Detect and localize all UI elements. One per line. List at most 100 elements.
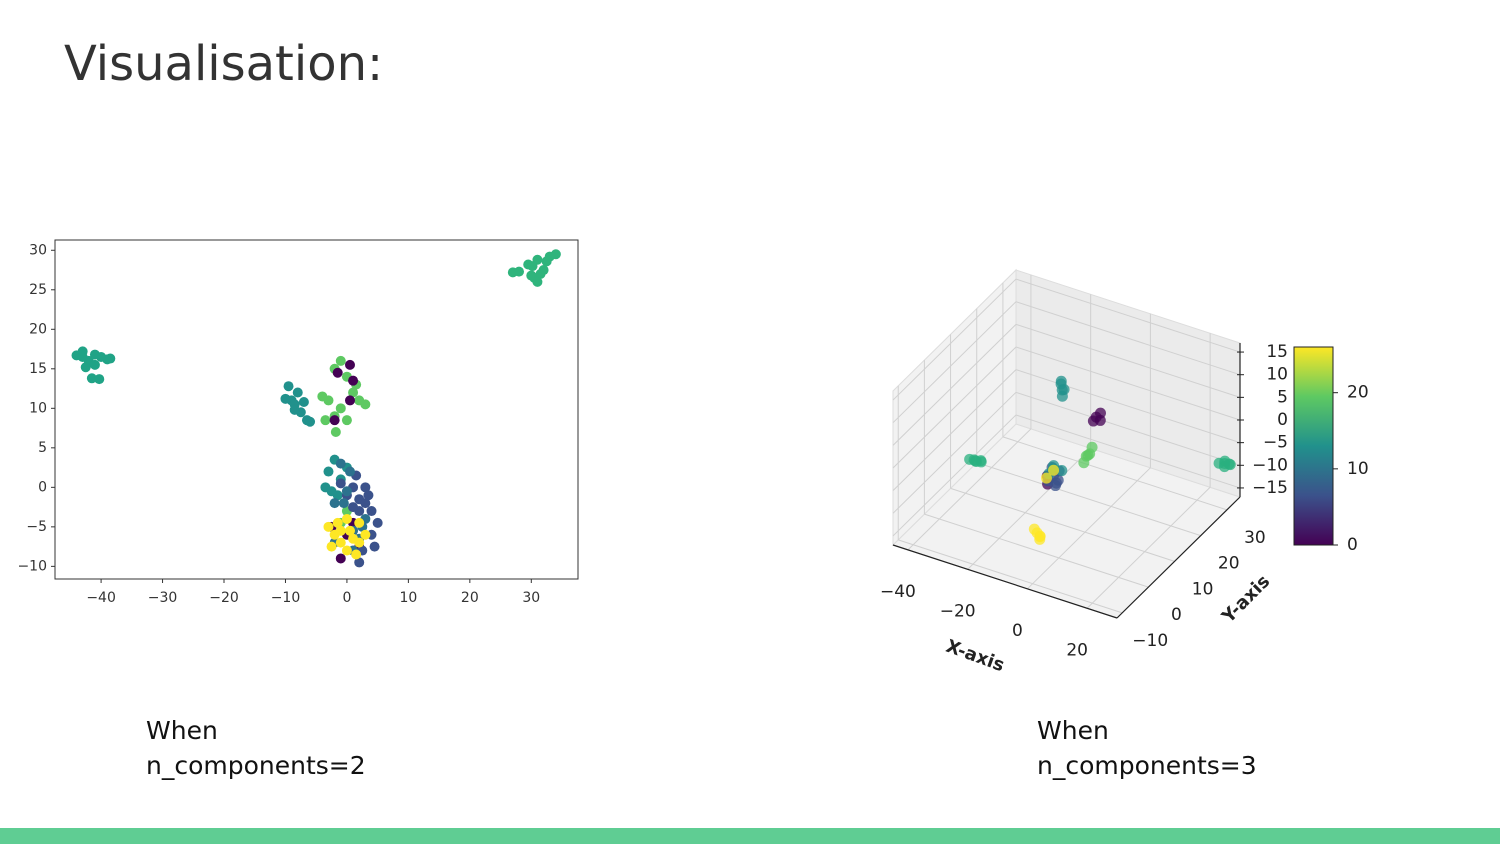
axis-line [892, 544, 1118, 619]
y-tick-label: 30 [29, 242, 47, 258]
x-tick-label: 0 [1012, 621, 1023, 641]
point [344, 359, 355, 370]
point [541, 256, 552, 267]
grid-line [1015, 414, 1241, 489]
point [1094, 414, 1106, 426]
point [1078, 457, 1090, 469]
y-tick-label: 10 [29, 400, 47, 416]
x-axis-label: X-axis [943, 636, 1007, 676]
z-tick-label: 0 [1277, 410, 1288, 430]
point [335, 403, 346, 414]
caption-line: n_components=3 [1037, 751, 1257, 780]
point [535, 268, 546, 279]
point [344, 466, 355, 477]
caption-line: n_components=2 [146, 751, 366, 780]
grid-line [892, 278, 1017, 401]
point [335, 525, 346, 536]
point [1055, 375, 1067, 387]
footer-bar [0, 828, 1500, 844]
slide-title: Visualisation: [64, 36, 384, 92]
point [354, 517, 365, 528]
point [372, 517, 383, 528]
point [326, 541, 337, 552]
colorbar-tick-label: 20 [1347, 383, 1369, 403]
point [526, 270, 537, 281]
point [527, 261, 538, 272]
point [341, 415, 352, 426]
grid-line [1015, 301, 1241, 376]
y-tick-label: 25 [29, 282, 47, 298]
caption: When n_components=3 [1037, 713, 1257, 783]
point [348, 387, 359, 398]
grid-line [924, 513, 1149, 588]
point [1056, 465, 1068, 477]
point [329, 498, 340, 509]
y-tick-label: 10 [1192, 579, 1214, 599]
grid-line [1015, 323, 1241, 398]
point [323, 521, 334, 532]
point [1048, 464, 1060, 476]
point [354, 557, 365, 568]
grid-line [967, 447, 1092, 570]
point [341, 486, 352, 497]
point [80, 362, 91, 373]
y-tick-label: 30 [1244, 528, 1266, 548]
y-axis-label: Y-axis [1217, 571, 1274, 628]
point [335, 553, 346, 564]
z-tick-label: 15 [1266, 342, 1288, 362]
point [298, 396, 309, 407]
point [351, 549, 362, 560]
point [86, 373, 97, 384]
y-tick-label: −10 [17, 558, 47, 574]
grid-line [1002, 436, 1228, 511]
z-tick-label: −10 [1252, 455, 1288, 475]
point [305, 416, 316, 427]
point [550, 249, 561, 260]
point [326, 486, 337, 497]
point [338, 498, 349, 509]
y-tick-label: −10 [1132, 631, 1168, 651]
point [532, 276, 543, 287]
point [332, 517, 343, 528]
z-tick-label: 5 [1277, 387, 1288, 407]
point [348, 375, 359, 386]
x-tick-label: −20 [209, 590, 239, 606]
x-tick-label: −40 [880, 582, 916, 602]
grid-line [892, 323, 1017, 446]
point [360, 529, 371, 540]
grid-line [1015, 391, 1241, 466]
point [289, 404, 300, 415]
point [335, 537, 346, 548]
point [344, 395, 355, 406]
grid-line [1015, 346, 1241, 421]
colorbar-tick-label: 10 [1347, 459, 1369, 479]
grid-line [976, 462, 1201, 537]
point [354, 537, 365, 548]
grid-line [892, 391, 1017, 514]
x-tick-label: 20 [1066, 640, 1088, 660]
point [1086, 441, 1098, 453]
plot-frame [54, 239, 579, 580]
x-tick-label: −30 [148, 590, 178, 606]
point [329, 415, 340, 426]
z-tick-label: 10 [1266, 365, 1288, 385]
grid-line [950, 487, 1175, 562]
z-tick-label: −15 [1252, 478, 1288, 498]
point [1040, 472, 1052, 484]
axis-line [1116, 496, 1241, 619]
y-tick-label: 20 [1218, 554, 1240, 574]
point [341, 545, 352, 556]
point [335, 355, 346, 366]
point [360, 498, 371, 509]
point [360, 482, 371, 493]
grid-line [1027, 467, 1151, 590]
caption: When n_components=2 [146, 713, 366, 783]
point [363, 490, 374, 501]
grid-line [907, 428, 1032, 551]
point [1049, 480, 1061, 492]
point [280, 393, 291, 404]
y-tick-label: 5 [38, 440, 47, 456]
y-tick-label: 15 [29, 361, 47, 377]
grid-line [892, 346, 1017, 469]
